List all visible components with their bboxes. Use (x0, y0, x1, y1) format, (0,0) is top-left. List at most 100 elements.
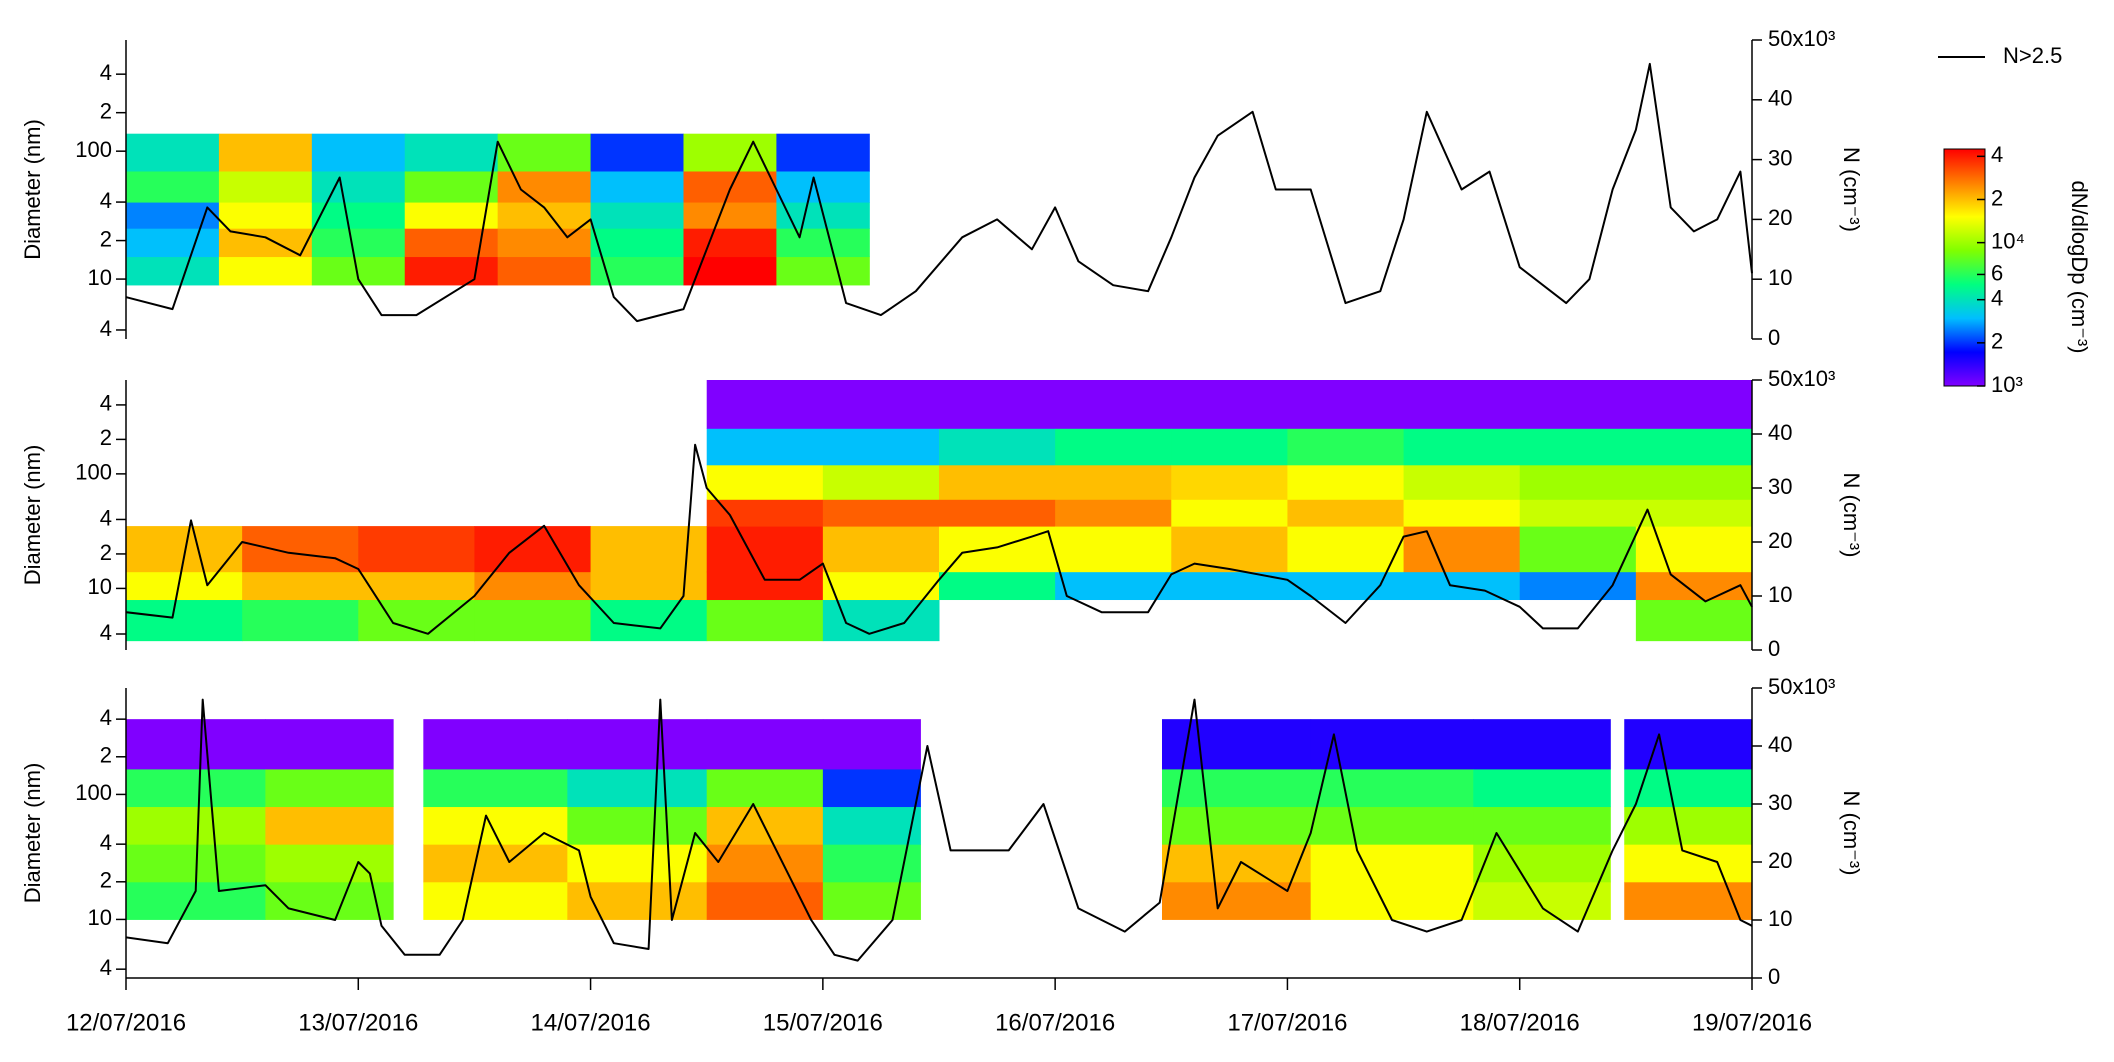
heatmap-cell (1473, 844, 1611, 883)
heatmap-cell (1055, 571, 1172, 601)
heatmap-cell (567, 768, 708, 808)
heatmap-cell (1403, 380, 1521, 429)
heatmap-cell (706, 428, 824, 466)
heatmap-cell (218, 202, 313, 229)
heatmap-cell (1161, 881, 1312, 920)
y-tick-label: 10 (88, 265, 112, 290)
colorbar-tick-label: 4 (1991, 142, 2003, 167)
y-tick-label: 4 (100, 955, 112, 980)
heatmap-cell (404, 256, 499, 286)
heatmap-cell (1171, 428, 1288, 466)
heatmap-cell (497, 256, 592, 286)
heatmap-cell (423, 768, 568, 808)
heatmap-cell (590, 526, 708, 573)
heatmap-cell (1403, 464, 1521, 500)
heatmap-cell (1403, 428, 1521, 466)
heatmap-cell (311, 202, 406, 229)
y2-tick-label: 10 (1768, 582, 1792, 607)
heatmap-cell (358, 571, 475, 601)
heatmap-cell (265, 844, 394, 883)
heatmap-cell (590, 170, 684, 203)
y-tick-label: 2 (100, 98, 112, 123)
heatmap-cell (1519, 499, 1637, 527)
heatmap-cell (1403, 499, 1521, 527)
y-tick-label: 100 (75, 137, 112, 162)
y-tick-label: 10 (88, 574, 112, 599)
heatmap-cell (706, 768, 824, 808)
heatmap-cell (706, 464, 824, 500)
heatmap-cell (590, 599, 708, 642)
y-axis-label: Diameter (nm) (20, 763, 45, 904)
heatmap-cell (939, 526, 1056, 573)
y2-tick-label: 0 (1768, 964, 1780, 989)
y-tick-label: 4 (100, 316, 112, 341)
heatmap-cell (1624, 768, 1753, 808)
y-tick-label: 4 (100, 391, 112, 416)
heatmap-cell (1287, 571, 1405, 601)
heatmap-cell (1519, 380, 1637, 429)
y-tick-label: 4 (100, 705, 112, 730)
heatmap-cell (423, 844, 568, 883)
heatmap-cell (706, 526, 824, 573)
y2-axis-label: N (cm⁻³) (1839, 473, 1864, 558)
heatmap-cell (706, 844, 824, 883)
y2-tick-label: 40 (1768, 420, 1792, 445)
heatmap-cell (590, 256, 684, 286)
heatmap-cell (1161, 768, 1312, 808)
heatmap-cell (1310, 844, 1474, 883)
heatmap-cell (1635, 571, 1753, 601)
heatmap-cell (1635, 526, 1753, 573)
y2-tick-label: 10 (1768, 906, 1792, 931)
heatmap-cell (1055, 380, 1172, 429)
heatmap-cell (1473, 768, 1611, 808)
heatmap-cell (404, 202, 499, 229)
colorbar-tick-label: 4 (1991, 286, 2003, 311)
heatmap-cell (311, 170, 406, 203)
heatmap-cell (776, 170, 870, 203)
heatmap-cell (1287, 380, 1405, 429)
heatmap-cell (311, 133, 406, 172)
heatmap-cell (126, 170, 220, 203)
heatmap-cell (1287, 499, 1405, 527)
y2-tick-label: 20 (1768, 205, 1792, 230)
heatmap-cell (822, 881, 921, 920)
heatmap-cell (590, 202, 684, 229)
heatmap-cell (567, 881, 708, 920)
heatmap-cell (265, 719, 394, 770)
heatmap-cell (126, 806, 266, 845)
heatmap-cell (706, 380, 824, 429)
y-tick-label: 4 (100, 188, 112, 213)
y2-tick-label: 30 (1768, 145, 1792, 170)
y-tick-label: 4 (100, 620, 112, 645)
heatmap-cell (265, 768, 394, 808)
y-tick-label: 4 (100, 60, 112, 85)
heatmap-cell (218, 256, 313, 286)
heatmap-cell (590, 571, 708, 601)
heatmap-cell (126, 719, 266, 770)
y2-tick-label: 0 (1768, 325, 1780, 350)
heatmap-cell (822, 526, 940, 573)
heatmap-cell (822, 571, 940, 601)
heatmap-cell (497, 133, 592, 172)
heatmap-cell (1403, 571, 1521, 601)
x-tick-label: 19/07/2016 (1692, 1009, 1812, 1036)
heatmap-cell (1473, 881, 1611, 920)
heatmap-cell (822, 806, 921, 845)
y-tick-label: 2 (100, 226, 112, 251)
heatmap-cell (1287, 526, 1405, 573)
heatmap-cell (404, 133, 499, 172)
x-tick-label: 12/07/2016 (66, 1009, 186, 1036)
y2-tick-label: 50x10³ (1768, 26, 1835, 51)
heatmap-cell (1519, 464, 1637, 500)
heatmap-cell (1624, 719, 1753, 770)
y2-tick-label: 20 (1768, 848, 1792, 873)
heatmap-cell (822, 719, 921, 770)
heatmap-cell (776, 256, 870, 286)
n-line (125, 698, 1753, 962)
heatmap-cell (1624, 844, 1753, 883)
heatmap-cell (242, 599, 359, 642)
x-tick-label: 13/07/2016 (298, 1009, 418, 1036)
y-axis-label: Diameter (nm) (20, 445, 45, 586)
heatmap-cell (1635, 599, 1753, 642)
